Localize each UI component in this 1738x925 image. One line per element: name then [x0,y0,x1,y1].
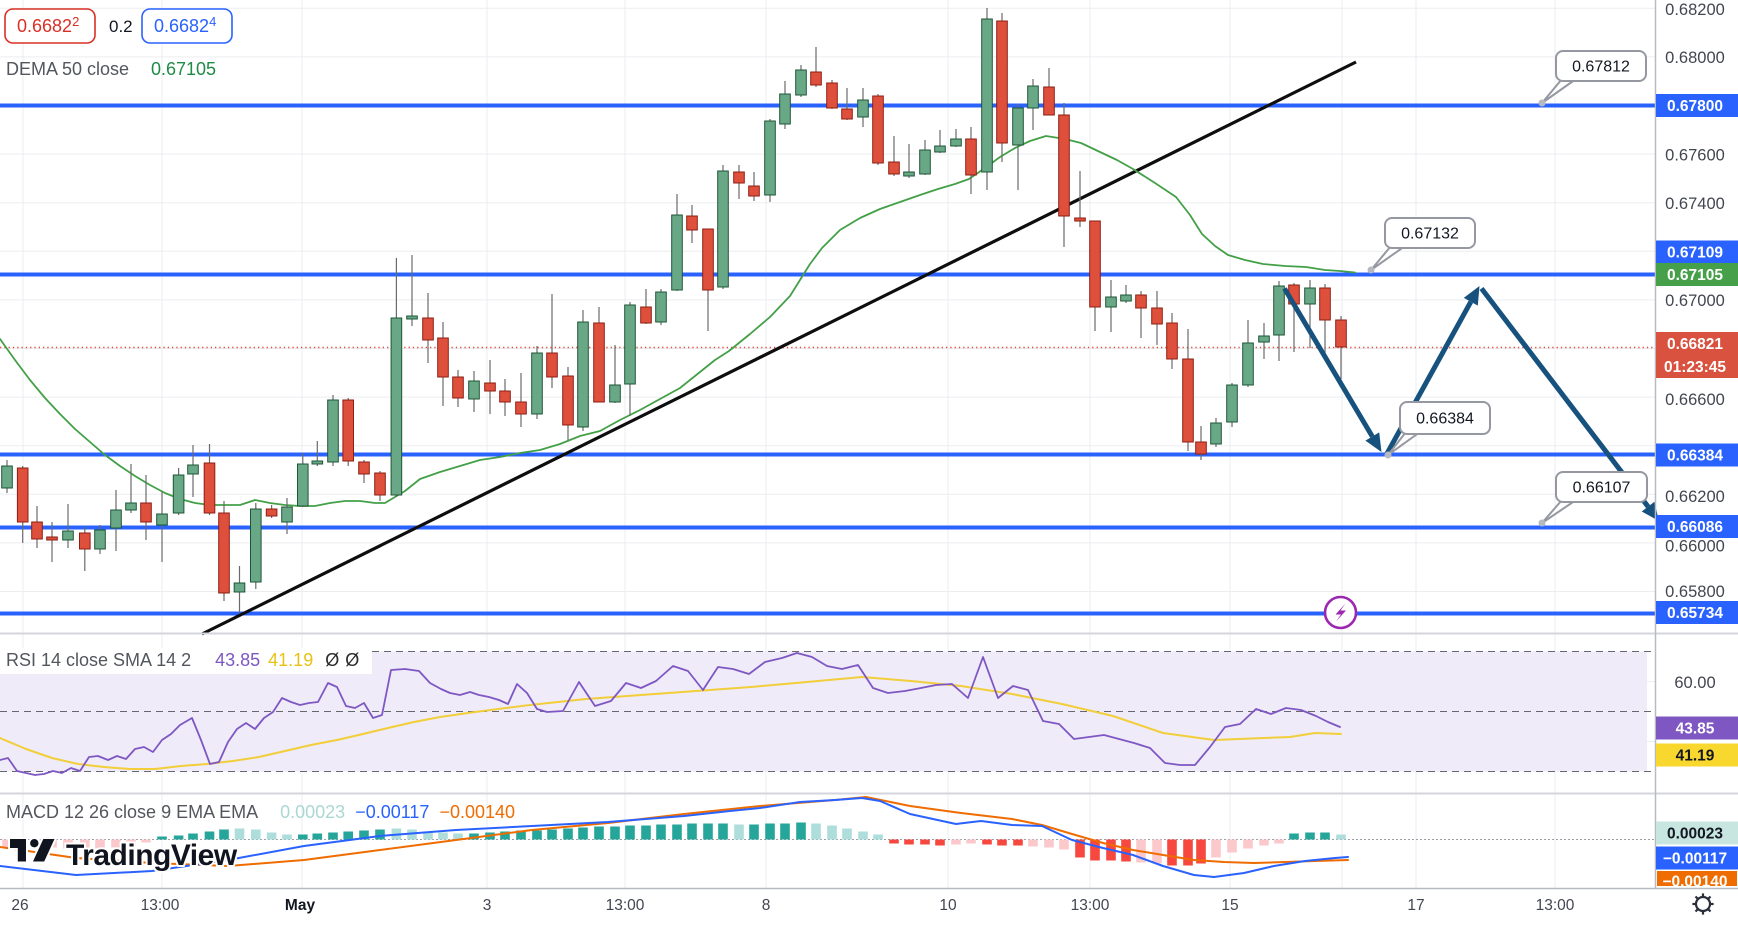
svg-text:13:00: 13:00 [1071,897,1110,914]
svg-text:0.66200: 0.66200 [1665,488,1725,506]
svg-text:DEMA 50 close: DEMA 50 close [6,59,129,79]
svg-text:0.67109: 0.67109 [1667,245,1723,262]
svg-text:15: 15 [1221,897,1238,914]
svg-text:13:00: 13:00 [1536,897,1575,914]
svg-text:13:00: 13:00 [141,897,180,914]
svg-text:01:23:45: 01:23:45 [1664,359,1726,376]
svg-text:−0.00140: −0.00140 [1662,874,1727,891]
svg-text:0.66822: 0.66822 [17,14,79,36]
svg-text:17: 17 [1407,897,1424,914]
svg-text:0.00023: 0.00023 [1667,826,1723,843]
svg-text:8: 8 [762,897,771,914]
svg-text:May: May [285,897,316,914]
svg-text:0.68000: 0.68000 [1665,49,1725,67]
svg-text:0.66384: 0.66384 [1667,448,1723,465]
svg-text:60.00: 60.00 [1674,674,1715,692]
svg-text:0.66824: 0.66824 [154,14,216,36]
svg-text:3: 3 [483,897,492,914]
svg-text:0.67800: 0.67800 [1667,98,1723,115]
svg-text:0.2: 0.2 [109,17,133,36]
svg-text:TradingView: TradingView [66,839,238,872]
svg-text:0.67132: 0.67132 [1401,226,1459,243]
svg-text:0.66086: 0.66086 [1667,519,1723,536]
svg-text:0.65734: 0.65734 [1667,605,1723,622]
svg-text:−0.00117: −0.00117 [1663,851,1727,868]
svg-text:41.19: 41.19 [1676,748,1715,765]
svg-text:0.66821: 0.66821 [1667,336,1723,353]
svg-text:0.67105: 0.67105 [1667,267,1723,284]
svg-text:0.68200: 0.68200 [1665,1,1725,19]
svg-text:43.85: 43.85 [1676,721,1715,738]
svg-text:0.67000: 0.67000 [1665,292,1725,310]
svg-text:0.65800: 0.65800 [1665,583,1725,601]
svg-text:0.66600: 0.66600 [1665,391,1725,409]
svg-text:13:00: 13:00 [606,897,645,914]
svg-text:0.67105: 0.67105 [151,59,216,79]
svg-text:0.66107: 0.66107 [1573,480,1631,497]
svg-text:0.66384: 0.66384 [1416,411,1474,428]
svg-text:0.66000: 0.66000 [1665,537,1725,555]
svg-text:26: 26 [11,897,28,914]
svg-text:0.67600: 0.67600 [1665,146,1725,164]
svg-text:0.67812: 0.67812 [1572,59,1630,76]
svg-text:10: 10 [939,897,957,914]
svg-text:0.67400: 0.67400 [1665,195,1725,213]
